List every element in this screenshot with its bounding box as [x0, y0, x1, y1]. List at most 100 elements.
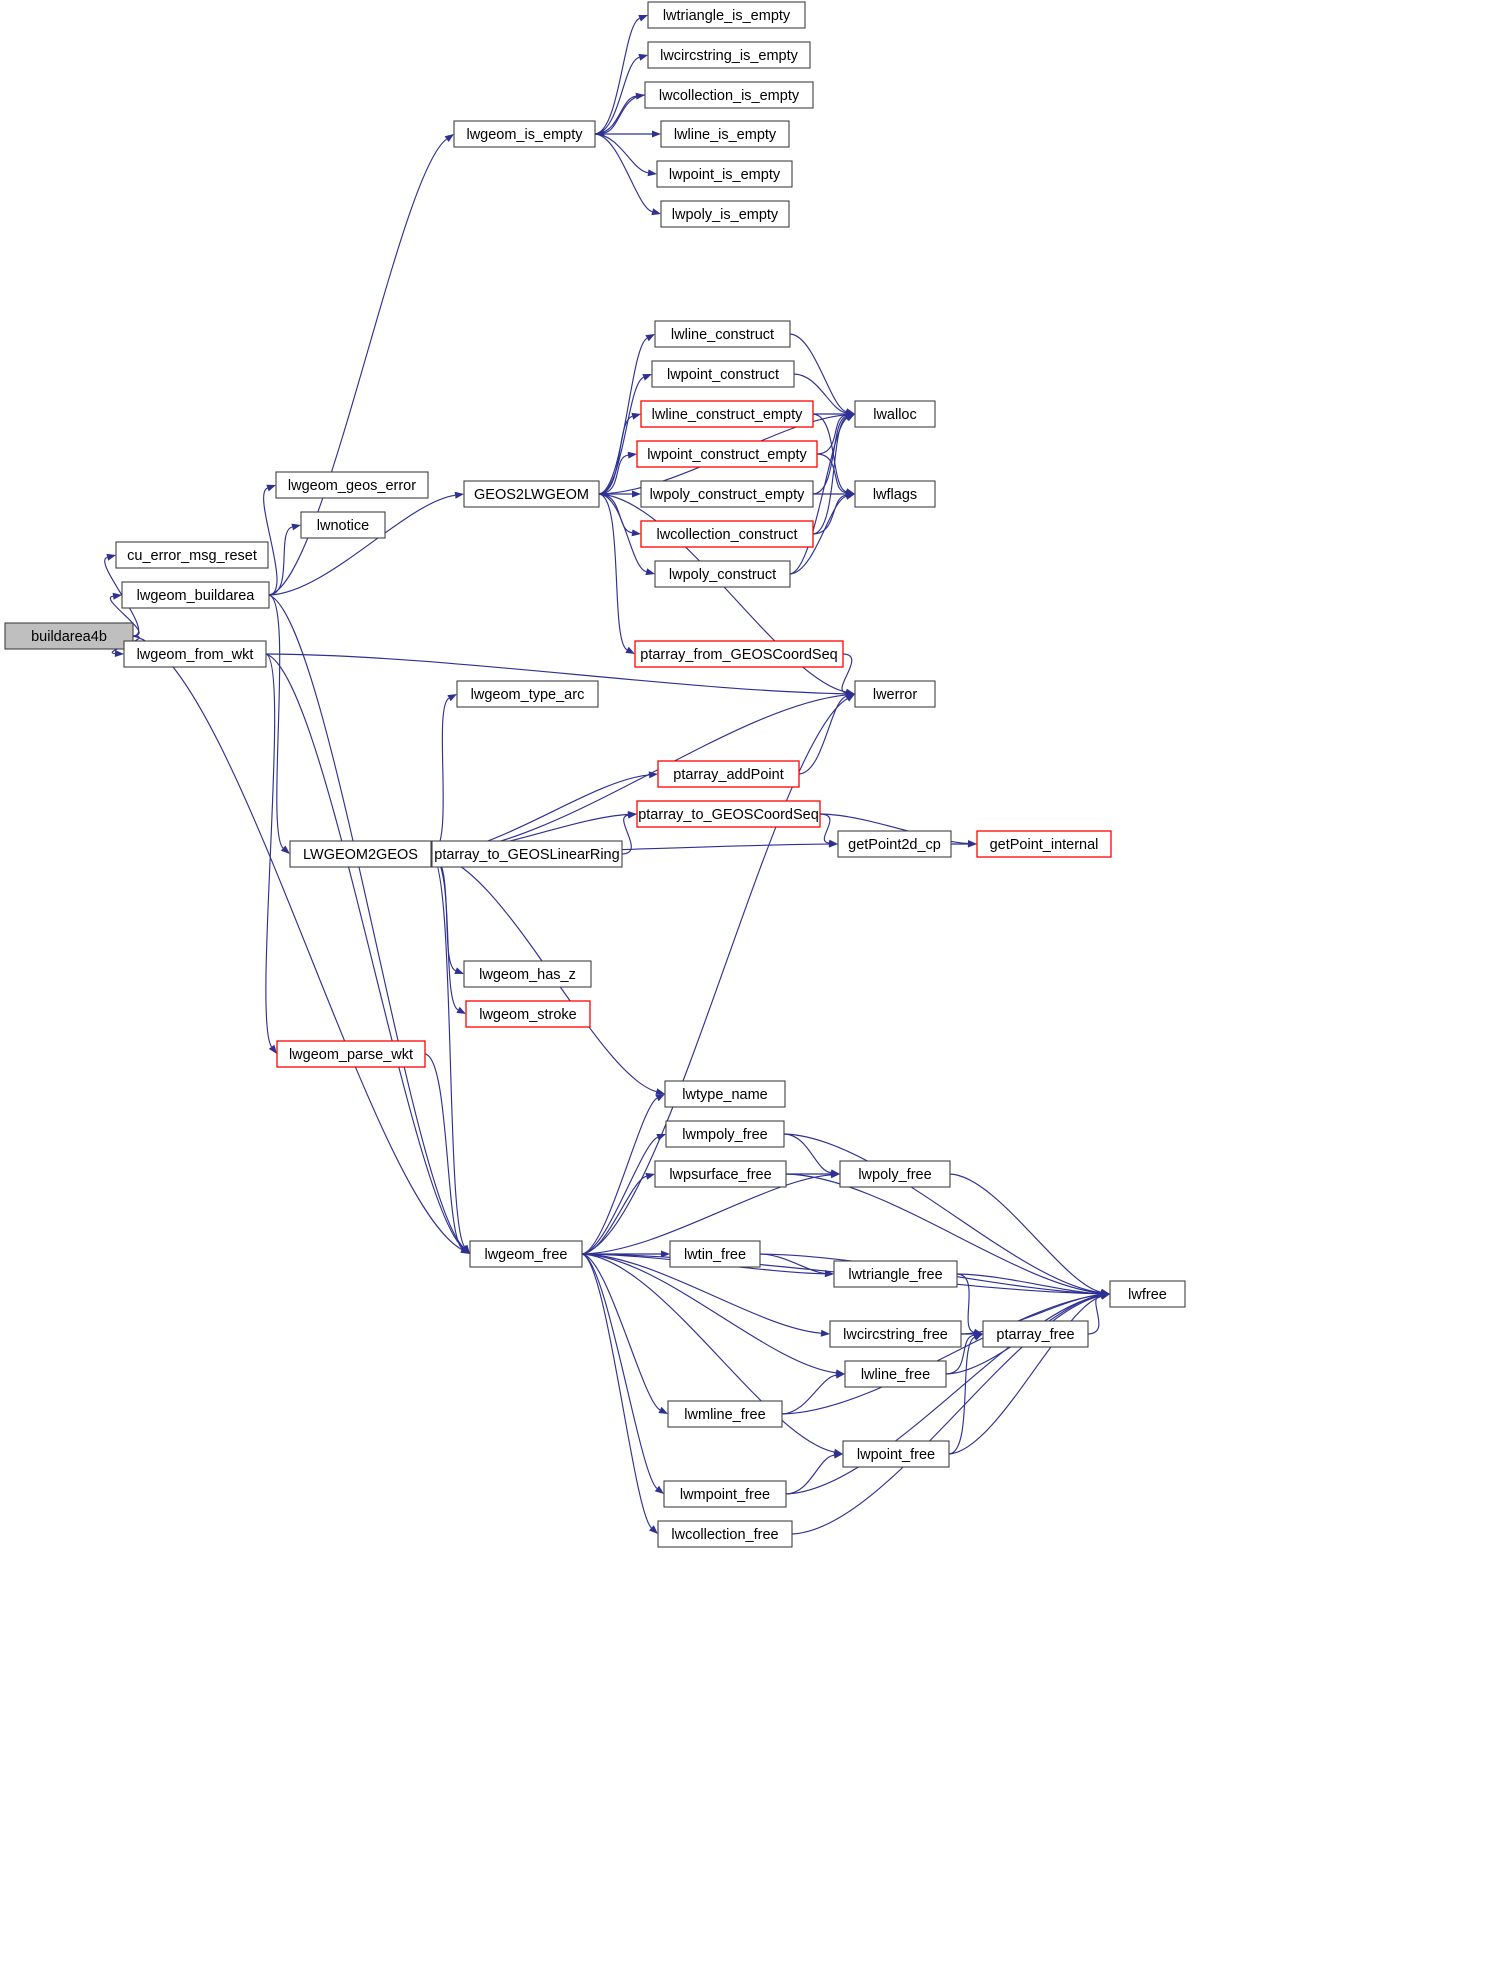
graph-node-lwtriangle_is_empty[interactable]: lwtriangle_is_empty — [647, 1, 806, 29]
graph-node-buildarea4b[interactable]: buildarea4b — [4, 622, 134, 650]
graph-node-lwpoint_free[interactable]: lwpoint_free — [842, 1440, 950, 1468]
graph-node-lwcircstring_is_empty[interactable]: lwcircstring_is_empty — [647, 41, 811, 69]
graph-node-lwtype_name[interactable]: lwtype_name — [664, 1080, 786, 1108]
node-box[interactable] — [463, 960, 592, 988]
graph-node-lwnotice[interactable]: lwnotice — [300, 511, 386, 539]
graph-node-lwtin_free[interactable]: lwtin_free — [669, 1240, 761, 1268]
graph-node-lwpsurface_free[interactable]: lwpsurface_free — [654, 1160, 787, 1188]
node-box[interactable] — [469, 1240, 583, 1268]
node-box[interactable] — [976, 830, 1112, 858]
graph-node-getPoint_internal[interactable]: getPoint_internal — [976, 830, 1112, 858]
node-box[interactable] — [844, 1360, 947, 1388]
node-box[interactable] — [644, 81, 814, 109]
node-box[interactable] — [660, 120, 790, 148]
node-box[interactable] — [667, 1400, 783, 1428]
node-box[interactable] — [121, 581, 270, 609]
node-box[interactable] — [651, 360, 795, 388]
node-box[interactable] — [634, 640, 844, 668]
graph-node-lwcollection_construct[interactable]: lwcollection_construct — [640, 520, 814, 548]
node-box[interactable] — [1109, 1280, 1186, 1308]
graph-node-lwline_free[interactable]: lwline_free — [844, 1360, 947, 1388]
node-box[interactable] — [453, 120, 596, 148]
node-box[interactable] — [665, 1120, 785, 1148]
graph-node-lwpoint_construct[interactable]: lwpoint_construct — [651, 360, 795, 388]
graph-node-lwgeom_free[interactable]: lwgeom_free — [469, 1240, 583, 1268]
graph-node-lwmpoint_free[interactable]: lwmpoint_free — [663, 1480, 787, 1508]
node-box[interactable] — [431, 840, 623, 868]
node-box[interactable] — [654, 560, 791, 588]
graph-node-lwfree[interactable]: lwfree — [1109, 1280, 1186, 1308]
node-box[interactable] — [657, 760, 800, 788]
graph-node-lwcircstring_free[interactable]: lwcircstring_free — [829, 1320, 962, 1348]
graph-node-lwgeom_is_empty[interactable]: lwgeom_is_empty — [453, 120, 596, 148]
node-box[interactable] — [300, 511, 386, 539]
node-box[interactable] — [664, 1080, 786, 1108]
node-box[interactable] — [833, 1260, 958, 1288]
node-box[interactable] — [289, 840, 432, 868]
graph-node-lwline_construct_empty[interactable]: lwline_construct_empty — [640, 400, 814, 428]
graph-node-lwcollection_free[interactable]: lwcollection_free — [657, 1520, 793, 1548]
node-box[interactable] — [663, 1480, 787, 1508]
graph-node-lwpoly_construct_empty[interactable]: lwpoly_construct_empty — [640, 480, 814, 508]
node-box[interactable] — [640, 480, 814, 508]
node-box[interactable] — [837, 830, 952, 858]
node-box[interactable] — [640, 400, 814, 428]
node-box[interactable] — [839, 1160, 951, 1188]
node-box[interactable] — [640, 520, 814, 548]
graph-node-lwpoly_construct[interactable]: lwpoly_construct — [654, 560, 791, 588]
graph-node-lwflags[interactable]: lwflags — [854, 480, 936, 508]
node-box[interactable] — [829, 1320, 962, 1348]
graph-node-lwline_is_empty[interactable]: lwline_is_empty — [660, 120, 790, 148]
graph-node-lwmline_free[interactable]: lwmline_free — [667, 1400, 783, 1428]
node-box[interactable] — [654, 1160, 787, 1188]
graph-node-lwgeom_geos_error[interactable]: lwgeom_geos_error — [275, 471, 429, 499]
node-box[interactable] — [647, 1, 806, 29]
node-box[interactable] — [276, 1040, 426, 1068]
node-box[interactable] — [463, 480, 600, 508]
node-box[interactable] — [115, 541, 269, 569]
graph-node-lwgeom_has_z[interactable]: lwgeom_has_z — [463, 960, 592, 988]
node-box[interactable] — [275, 471, 429, 499]
graph-node-lwgeom_type_arc[interactable]: lwgeom_type_arc — [456, 680, 599, 708]
node-box[interactable] — [656, 160, 793, 188]
graph-node-LWGEOM2GEOS[interactable]: LWGEOM2GEOS — [289, 840, 432, 868]
node-box[interactable] — [842, 1440, 950, 1468]
node-box[interactable] — [854, 400, 936, 428]
graph-node-lwgeom_stroke[interactable]: lwgeom_stroke — [465, 1000, 591, 1028]
graph-node-ptarray_addPoint[interactable]: ptarray_addPoint — [657, 760, 800, 788]
graph-node-ptarray_from_GEOSCoordSeq[interactable]: ptarray_from_GEOSCoordSeq — [634, 640, 844, 668]
graph-node-lwcollection_is_empty[interactable]: lwcollection_is_empty — [644, 81, 814, 109]
graph-node-lwalloc[interactable]: lwalloc — [854, 400, 936, 428]
node-box[interactable] — [636, 800, 821, 828]
node-box[interactable] — [854, 680, 936, 708]
graph-node-lwpoly_is_empty[interactable]: lwpoly_is_empty — [660, 200, 790, 228]
node-box[interactable] — [854, 480, 936, 508]
graph-node-lwpoint_construct_empty[interactable]: lwpoint_construct_empty — [636, 440, 818, 468]
graph-node-lwpoint_is_empty[interactable]: lwpoint_is_empty — [656, 160, 793, 188]
node-box[interactable] — [669, 1240, 761, 1268]
graph-node-getPoint2d_cp[interactable]: getPoint2d_cp — [837, 830, 952, 858]
node-box[interactable] — [4, 622, 134, 650]
node-box[interactable] — [465, 1000, 591, 1028]
graph-node-lwpoly_free[interactable]: lwpoly_free — [839, 1160, 951, 1188]
graph-node-lwline_construct[interactable]: lwline_construct — [654, 320, 791, 348]
graph-node-ptarray_to_GEOSLinearRing[interactable]: ptarray_to_GEOSLinearRing — [431, 840, 623, 868]
node-box[interactable] — [647, 41, 811, 69]
graph-node-lwerror[interactable]: lwerror — [854, 680, 936, 708]
graph-node-lwgeom_parse_wkt[interactable]: lwgeom_parse_wkt — [276, 1040, 426, 1068]
node-box[interactable] — [654, 320, 791, 348]
node-box[interactable] — [123, 640, 267, 668]
node-box[interactable] — [660, 200, 790, 228]
graph-node-ptarray_free[interactable]: ptarray_free — [982, 1320, 1089, 1348]
graph-node-lwgeom_buildarea[interactable]: lwgeom_buildarea — [121, 581, 270, 609]
node-box[interactable] — [657, 1520, 793, 1548]
graph-node-lwgeom_from_wkt[interactable]: lwgeom_from_wkt — [123, 640, 267, 668]
graph-node-GEOS2LWGEOM[interactable]: GEOS2LWGEOM — [463, 480, 600, 508]
graph-node-lwtriangle_free[interactable]: lwtriangle_free — [833, 1260, 958, 1288]
graph-node-lwmpoly_free[interactable]: lwmpoly_free — [665, 1120, 785, 1148]
node-box[interactable] — [982, 1320, 1089, 1348]
graph-node-cu_error_msg_reset[interactable]: cu_error_msg_reset — [115, 541, 269, 569]
node-box[interactable] — [456, 680, 599, 708]
node-box[interactable] — [636, 440, 818, 468]
graph-node-ptarray_to_GEOSCoordSeq[interactable]: ptarray_to_GEOSCoordSeq — [636, 800, 821, 828]
